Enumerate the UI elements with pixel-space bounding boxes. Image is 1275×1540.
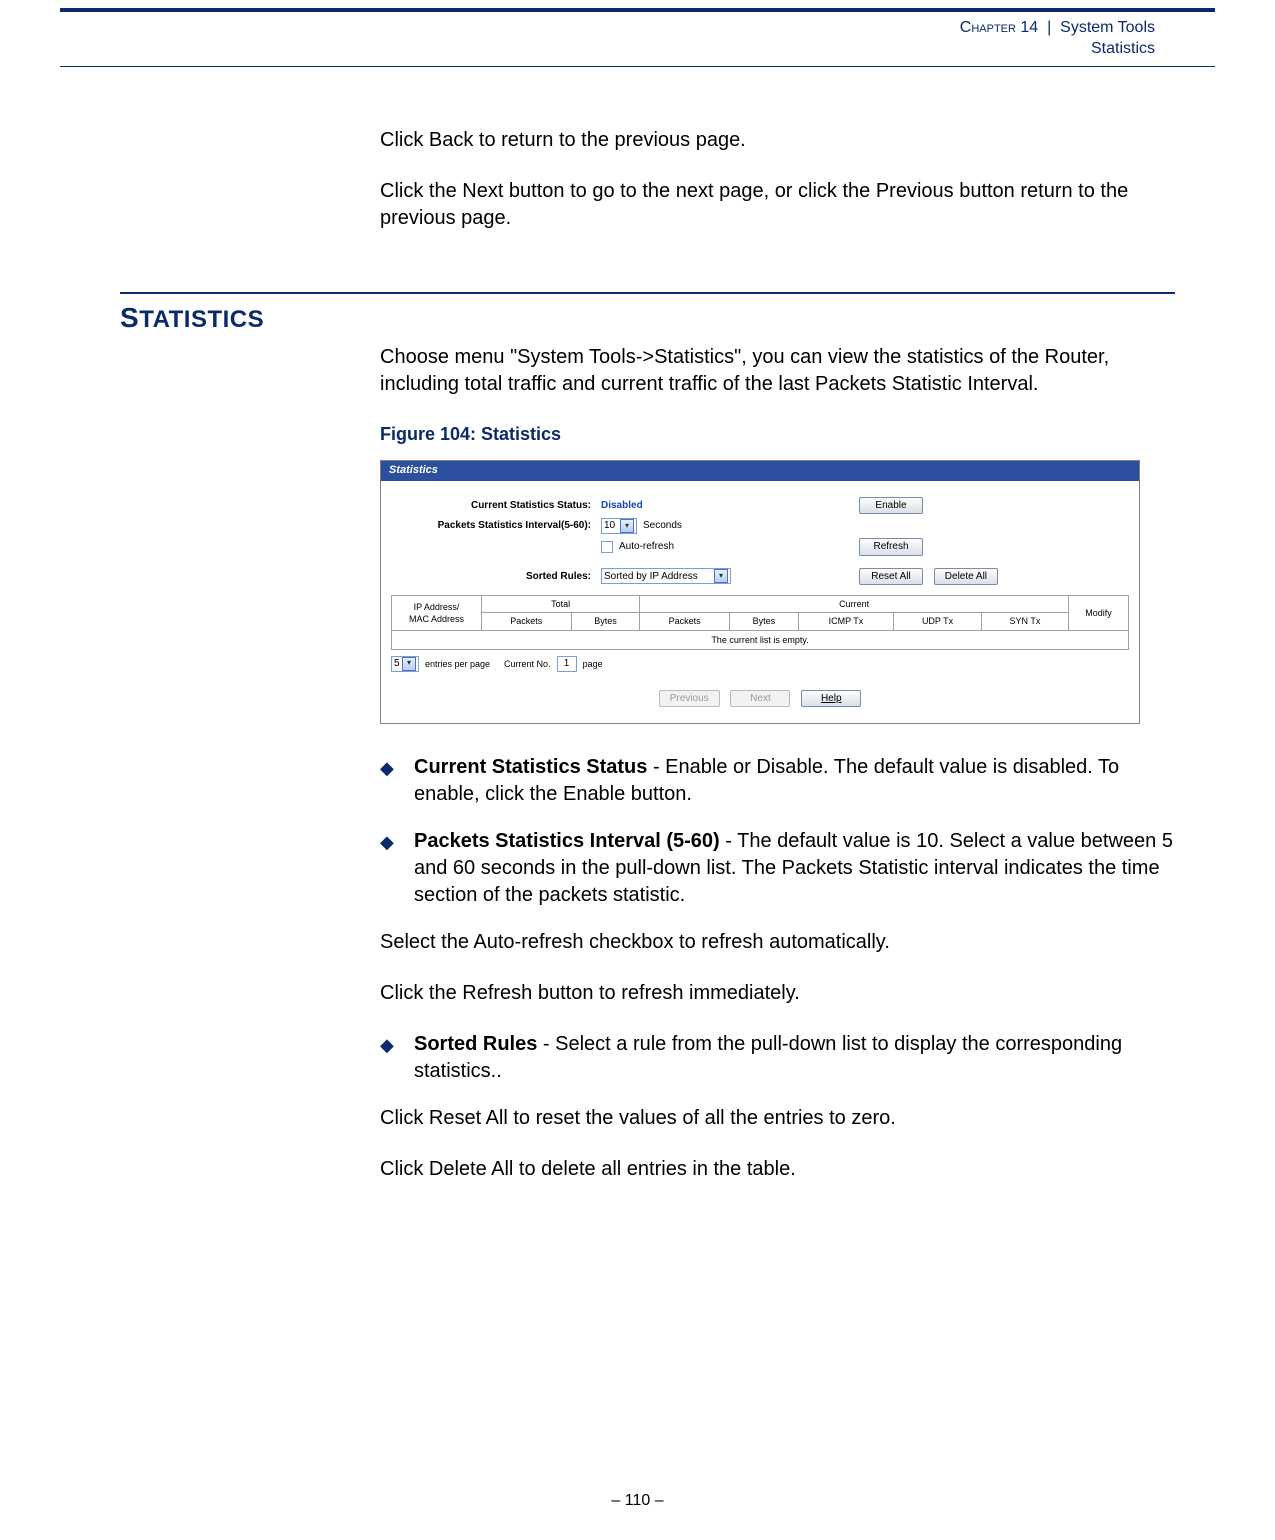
current-no-label: Current No. xyxy=(504,658,551,670)
col-udp: UDP Tx xyxy=(894,613,982,630)
diamond-bullet-icon: ◆ xyxy=(380,754,414,780)
figure-caption: Figure 104: Statistics xyxy=(380,422,1175,446)
section-intro: Choose menu "System Tools->Statistics", … xyxy=(380,344,1175,398)
chapter-title: System Tools xyxy=(1060,19,1155,36)
col-modify: Modify xyxy=(1069,596,1129,630)
current-no-input[interactable]: 1 xyxy=(557,656,577,672)
sorted-select-value: Sorted by IP Address xyxy=(604,570,698,584)
per-page-value: 5 xyxy=(394,657,400,671)
per-page-select[interactable]: 5 ▾ xyxy=(391,656,419,672)
bullet-text: Sorted Rules - Select a rule from the pu… xyxy=(414,1031,1175,1085)
stats-table: IP Address/ MAC Address Total Current Mo… xyxy=(391,595,1129,649)
section-heading-rest: TATISTICS xyxy=(139,306,264,333)
bullet-item: ◆ Current Statistics Status - Enable or … xyxy=(380,754,1175,808)
col-cur-bytes: Bytes xyxy=(729,613,798,630)
interval-value-cell: 10 ▾ Seconds xyxy=(601,518,1129,534)
chapter-label: Chapter 14 xyxy=(960,19,1038,36)
reset-all-button[interactable]: Reset All xyxy=(859,568,923,586)
mid-para-1: Select the Auto-refresh checkbox to refr… xyxy=(380,929,1175,956)
per-page-label: entries per page xyxy=(425,658,490,670)
header-subsection: Statistics xyxy=(60,39,1155,60)
header-line1: Chapter 14 | System Tools xyxy=(60,18,1155,39)
autorefresh-row: Auto-refresh Refresh xyxy=(391,538,1129,556)
page-number: – 110 – xyxy=(0,1492,1275,1510)
diamond-bullet-icon: ◆ xyxy=(380,828,414,854)
section-content: Choose menu "System Tools->Statistics", … xyxy=(380,344,1175,1184)
tail-para-1: Click Reset All to reset the values of a… xyxy=(380,1105,1175,1132)
col-cur-packets: Packets xyxy=(640,613,730,630)
prev-button[interactable]: Previous xyxy=(659,690,720,708)
intro-para-2: Click the Next button to go to the next … xyxy=(380,178,1175,232)
page-label: page xyxy=(583,658,603,670)
refresh-button[interactable]: Refresh xyxy=(859,538,923,556)
section-heading: STATISTICS xyxy=(120,302,1275,334)
next-button[interactable]: Next xyxy=(730,690,790,708)
table-empty-msg: The current list is empty. xyxy=(392,630,1129,649)
sorted-select[interactable]: Sorted by IP Address ▾ xyxy=(601,568,731,584)
bullet-term: Packets Statistics Interval (5-60) xyxy=(414,830,720,852)
col-icmp: ICMP Tx xyxy=(798,613,893,630)
bullet-text: Packets Statistics Interval (5-60) - The… xyxy=(414,828,1175,909)
delete-all-button[interactable]: Delete All xyxy=(934,568,998,586)
status-row: Current Statistics Status: Disabled Enab… xyxy=(391,497,1129,515)
tail-para-2: Click Delete All to delete all entries i… xyxy=(380,1156,1175,1183)
section-heading-initial: S xyxy=(120,302,139,333)
bullet-item: ◆ Sorted Rules - Select a rule from the … xyxy=(380,1031,1175,1085)
col-total-packets: Packets xyxy=(482,613,572,630)
pager-footer: Previous Next Help xyxy=(391,690,1129,708)
chevron-down-icon: ▾ xyxy=(402,657,416,671)
table-header-row-2: Packets Bytes Packets Bytes ICMP Tx UDP … xyxy=(392,613,1129,630)
chevron-down-icon: ▾ xyxy=(714,569,728,583)
col-syn: SYN Tx xyxy=(981,613,1068,630)
status-label: Current Statistics Status: xyxy=(391,499,601,513)
col-ipmac: IP Address/ MAC Address xyxy=(392,596,482,630)
status-value-cell: Disabled Enable xyxy=(601,497,1129,515)
interval-select-value: 10 xyxy=(604,519,615,533)
autorefresh-checkbox[interactable] xyxy=(601,541,613,553)
screenshot-title: Statistics xyxy=(381,461,1139,481)
autorefresh-label: Auto-refresh xyxy=(619,540,674,554)
table-empty-row: The current list is empty. xyxy=(392,630,1129,649)
interval-row: Packets Statistics Interval(5-60): 10 ▾ … xyxy=(391,518,1129,534)
statistics-screenshot: Statistics Current Statistics Status: Di… xyxy=(380,460,1140,724)
interval-label: Packets Statistics Interval(5-60): xyxy=(391,519,601,533)
autorefresh-cell: Auto-refresh Refresh xyxy=(601,538,1129,556)
section-divider xyxy=(120,292,1175,294)
pager-row: 5 ▾ entries per page Current No. 1 page xyxy=(391,656,1129,672)
sorted-row: Sorted Rules: Sorted by IP Address ▾ Res… xyxy=(391,568,1129,586)
status-value: Disabled xyxy=(601,499,643,513)
sorted-label: Sorted Rules: xyxy=(391,570,601,584)
screenshot-body: Current Statistics Status: Disabled Enab… xyxy=(381,481,1139,723)
bullet-term: Sorted Rules xyxy=(414,1033,537,1055)
col-total-bytes: Bytes xyxy=(571,613,640,630)
bullet-text: Current Statistics Status - Enable or Di… xyxy=(414,754,1175,808)
interval-select[interactable]: 10 ▾ xyxy=(601,518,637,534)
enable-button[interactable]: Enable xyxy=(859,497,923,515)
header-separator: | xyxy=(1043,19,1056,36)
col-group-current: Current xyxy=(640,596,1069,613)
chevron-down-icon: ▾ xyxy=(620,519,634,533)
col-group-total: Total xyxy=(482,596,640,613)
sorted-value-cell: Sorted by IP Address ▾ Reset All Delete … xyxy=(601,568,1129,586)
intro-para-1: Click Back to return to the previous pag… xyxy=(380,127,1175,154)
interval-unit: Seconds xyxy=(643,519,682,533)
page-header: Chapter 14 | System Tools Statistics xyxy=(60,8,1215,67)
bullet-term: Current Statistics Status xyxy=(414,756,647,778)
table-header-row-1: IP Address/ MAC Address Total Current Mo… xyxy=(392,596,1129,613)
body-content: Click Back to return to the previous pag… xyxy=(380,127,1175,232)
page: Chapter 14 | System Tools Statistics Cli… xyxy=(0,8,1275,1540)
help-button[interactable]: Help xyxy=(801,690,861,708)
bullet-item: ◆ Packets Statistics Interval (5-60) - T… xyxy=(380,828,1175,909)
mid-para-2: Click the Refresh button to refresh imme… xyxy=(380,980,1175,1007)
diamond-bullet-icon: ◆ xyxy=(380,1031,414,1057)
